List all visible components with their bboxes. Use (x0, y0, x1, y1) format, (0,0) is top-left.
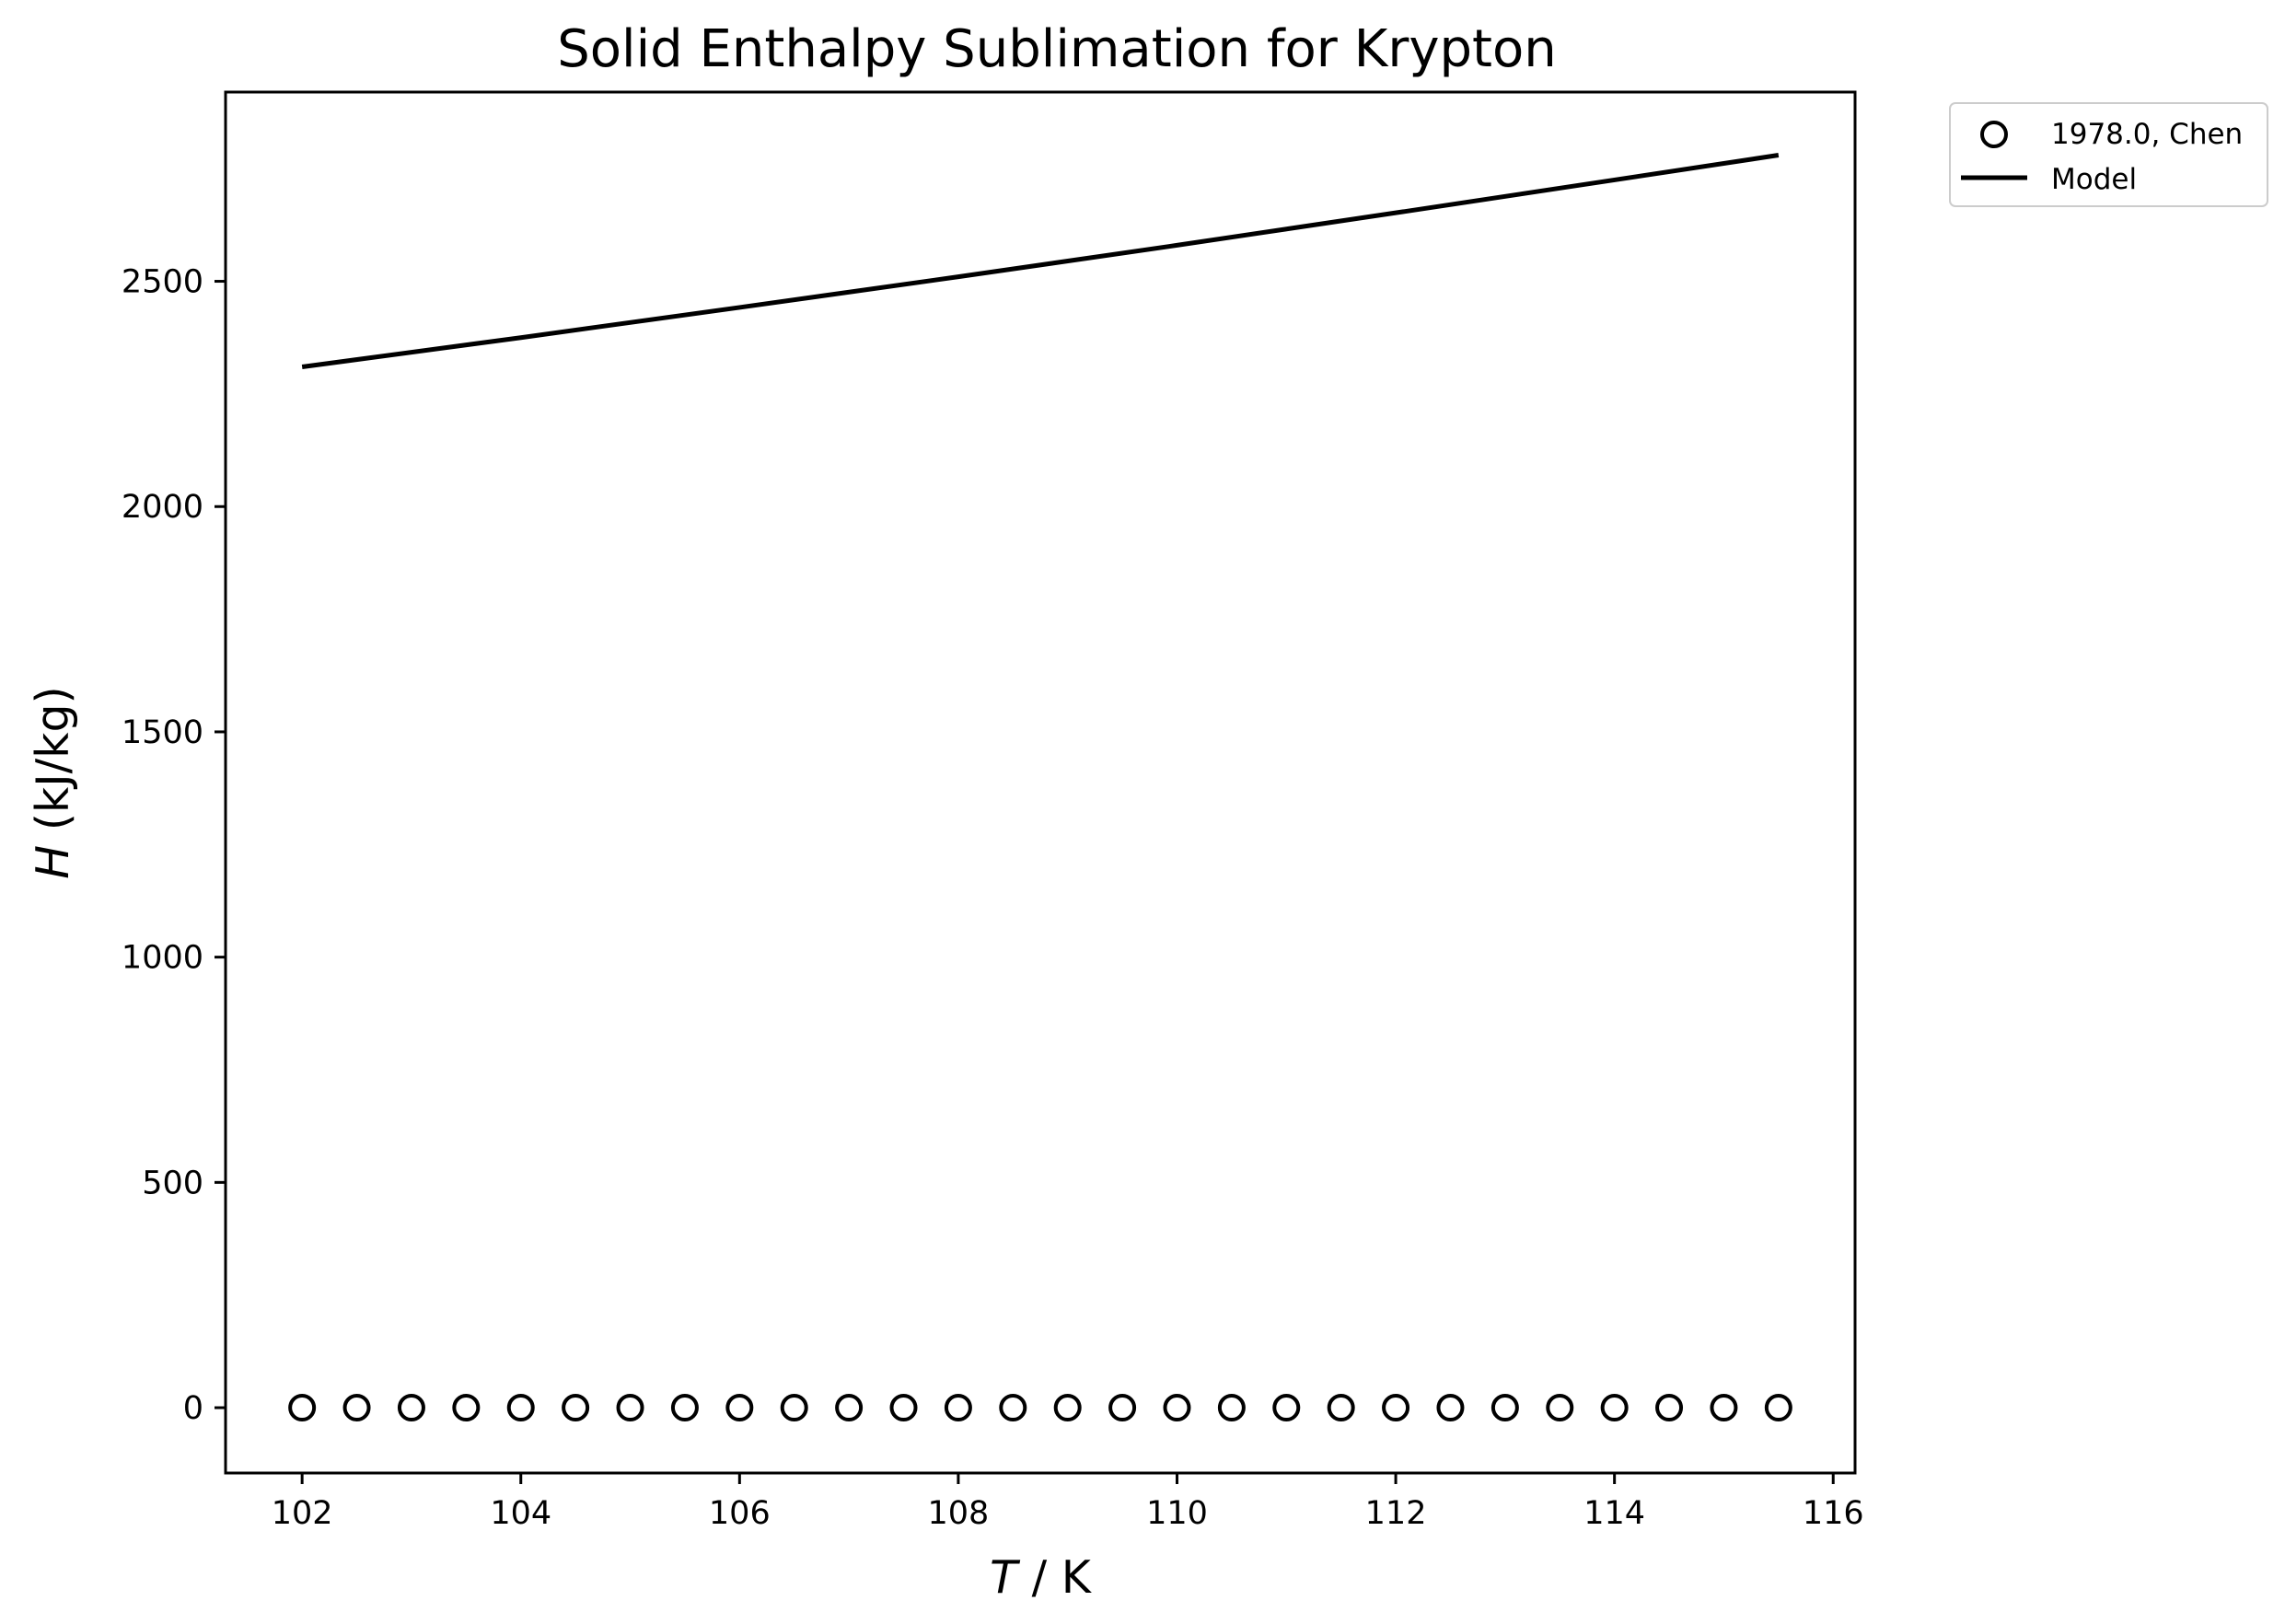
data-point (1655, 1394, 1684, 1422)
data-point (1710, 1394, 1738, 1422)
y-tick-label: 1000 (122, 940, 203, 977)
data-point (1382, 1394, 1410, 1422)
series-1 (301, 153, 1780, 370)
series-0 (288, 1394, 1792, 1422)
data-point (1272, 1394, 1301, 1422)
data-point (1764, 1394, 1792, 1422)
legend-box (1949, 102, 2268, 207)
x-axis-symbol: T (990, 1551, 1021, 1604)
data-point (562, 1394, 590, 1422)
data-point (288, 1394, 317, 1422)
series-layer (288, 153, 1792, 1422)
x-axis-unit: / K (1017, 1551, 1093, 1604)
y-axis-ticks: 0 500 1000 1500 2000 2500 (122, 264, 226, 1427)
legend: 1978.0, Chen Model (1949, 102, 2268, 207)
y-tick-label: 2500 (122, 264, 203, 301)
chart-title: Solid Enthalpy Sublimation for Krypton (557, 19, 1557, 79)
data-point (889, 1394, 918, 1422)
data-point (1546, 1394, 1574, 1422)
data-point (1490, 1394, 1519, 1422)
data-point (780, 1394, 808, 1422)
x-tick-label: 108 (927, 1495, 989, 1532)
x-tick-label: 114 (1583, 1495, 1645, 1532)
x-tick-label: 110 (1146, 1495, 1208, 1532)
data-point (506, 1394, 535, 1422)
data-point (944, 1394, 972, 1422)
data-point (1436, 1394, 1465, 1422)
data-point (397, 1394, 425, 1422)
data-point (1163, 1394, 1191, 1422)
data-point (1108, 1394, 1137, 1422)
x-tick-label: 112 (1365, 1495, 1427, 1532)
data-point (1327, 1394, 1355, 1422)
y-axis-symbol: H (27, 845, 79, 879)
data-point (670, 1394, 699, 1422)
legend-marker-scatter (1980, 121, 2008, 148)
legend-label-scatter: 1978.0, Chen (2051, 118, 2243, 151)
data-point (835, 1394, 864, 1422)
y-tick-label: 2000 (122, 489, 203, 526)
data-point (616, 1394, 644, 1422)
data-point (725, 1394, 754, 1422)
x-tick-label: 106 (709, 1495, 771, 1532)
y-tick-label: 0 (183, 1390, 203, 1427)
x-tick-label: 104 (490, 1495, 551, 1532)
y-tick-label: 500 (142, 1165, 203, 1201)
y-axis-unit: (kJ/kg) (27, 686, 79, 845)
x-tick-label: 102 (272, 1495, 333, 1532)
data-point (342, 1394, 371, 1422)
model-line (301, 153, 1780, 370)
x-axis-ticks: 102 104 106 108 110 112 114 116 (272, 1473, 1864, 1532)
data-point (1217, 1394, 1246, 1422)
x-tick-label: 116 (1803, 1495, 1864, 1532)
legend-label-model: Model (2051, 163, 2137, 196)
data-point (1053, 1394, 1082, 1422)
y-axis-title: H (kJ/kg) (27, 686, 79, 878)
data-point (999, 1394, 1027, 1422)
plot-frame (224, 90, 1857, 1475)
data-point (1600, 1394, 1629, 1422)
data-point (452, 1394, 481, 1422)
x-axis-title: T / K (990, 1551, 1093, 1604)
y-tick-label: 1500 (122, 714, 203, 751)
plot-area (224, 90, 1857, 1475)
